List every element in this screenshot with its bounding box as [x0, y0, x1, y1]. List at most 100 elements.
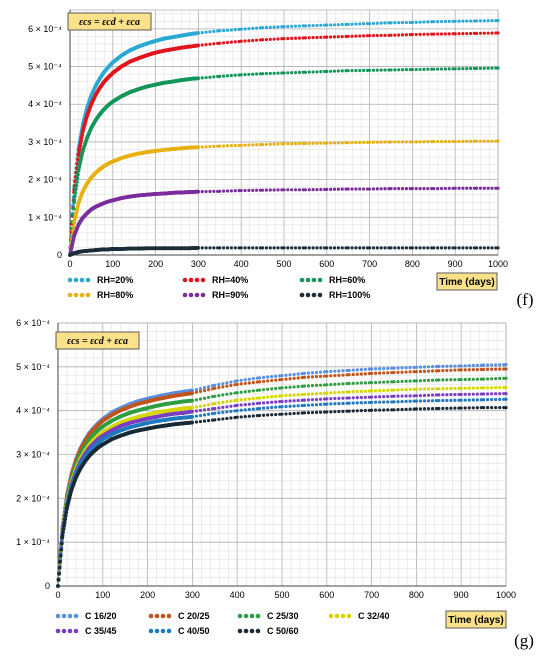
data-point	[400, 21, 405, 25]
data-point	[217, 386, 221, 390]
data-point	[432, 67, 436, 71]
data-point	[307, 141, 311, 145]
data-point	[362, 68, 366, 73]
data-point	[208, 42, 212, 46]
y-tick-label: 5 × 10⁻⁴	[16, 362, 50, 372]
data-point	[235, 382, 239, 386]
data-point	[461, 32, 465, 36]
data-point	[465, 31, 469, 36]
data-point	[465, 19, 469, 23]
data-point	[486, 367, 490, 371]
legend-marker	[249, 613, 255, 619]
data-point	[297, 36, 302, 40]
data-point	[247, 377, 251, 381]
data-point	[412, 387, 416, 391]
legend-marker	[334, 613, 340, 619]
legend-item: RH=20%	[67, 275, 133, 285]
data-point	[206, 419, 211, 423]
data-point	[293, 142, 298, 146]
data-point	[400, 187, 405, 191]
data-point	[359, 395, 363, 400]
data-point	[443, 186, 447, 191]
data-point	[255, 26, 259, 30]
data-point	[362, 140, 366, 145]
series-5	[68, 245, 500, 257]
legend-marker	[299, 277, 305, 283]
data-point	[362, 22, 366, 26]
data-point	[426, 246, 430, 250]
data-point	[436, 139, 440, 144]
legend-marker	[85, 277, 91, 283]
y-tick-label: 3 × 10⁻⁴	[28, 137, 62, 147]
data-point	[397, 21, 401, 25]
data-point	[362, 34, 366, 38]
data-point	[486, 377, 490, 381]
data-point	[397, 140, 401, 144]
data-point	[251, 407, 255, 411]
data-point	[346, 187, 350, 191]
legend-item: RH=60%	[299, 275, 365, 285]
y-tick-label: 1 × 10⁻⁴	[28, 212, 62, 222]
data-point	[482, 367, 486, 372]
data-point	[200, 43, 204, 47]
x-tick-label: 700	[362, 259, 377, 269]
data-point	[412, 370, 416, 374]
data-point	[418, 365, 423, 369]
data-point	[229, 246, 233, 250]
data-point	[286, 36, 290, 41]
data-point	[243, 39, 247, 43]
data-point	[496, 18, 500, 23]
legend-marker	[154, 628, 160, 634]
data-point	[463, 386, 467, 390]
data-point	[325, 69, 329, 74]
data-point	[410, 32, 414, 37]
data-point	[296, 376, 300, 380]
data-point	[73, 190, 78, 195]
data-point	[71, 206, 76, 211]
data-point	[374, 380, 378, 385]
data-point	[396, 400, 400, 404]
legend-label: RH=20%	[97, 275, 133, 285]
data-point	[306, 403, 311, 407]
data-point	[478, 31, 483, 35]
data-point	[329, 141, 333, 145]
data-point	[482, 246, 486, 250]
data-point	[400, 370, 404, 374]
legend-marker	[67, 613, 73, 619]
data-point	[437, 406, 441, 411]
data-point	[266, 375, 270, 379]
data-point	[389, 246, 393, 250]
data-point	[303, 141, 307, 146]
data-point	[202, 386, 207, 390]
data-point	[196, 246, 200, 250]
data-point	[457, 139, 461, 144]
data-point	[318, 370, 323, 374]
data-point	[414, 246, 418, 250]
data-point	[414, 387, 418, 391]
data-point	[449, 368, 453, 372]
data-point	[502, 363, 506, 367]
data-point	[333, 402, 337, 406]
data-point	[359, 381, 363, 385]
data-point	[346, 34, 350, 38]
data-point	[404, 407, 408, 411]
data-point	[336, 23, 340, 27]
x-tick-label: 600	[319, 259, 334, 269]
data-point	[303, 188, 307, 192]
data-point	[490, 377, 494, 381]
data-point	[71, 203, 75, 208]
data-point	[325, 141, 329, 145]
data-point	[441, 398, 445, 403]
data-point	[363, 389, 367, 393]
y-tick-label: 6 × 10⁻⁴	[28, 24, 62, 34]
legend-marker	[200, 292, 206, 298]
data-point	[280, 394, 284, 398]
data-point	[303, 70, 307, 74]
data-point	[496, 31, 500, 35]
legend-marker	[237, 628, 243, 634]
data-point	[404, 387, 408, 392]
data-point	[359, 372, 363, 376]
data-point	[418, 246, 422, 250]
data-point	[408, 370, 412, 374]
data-point	[325, 397, 329, 401]
